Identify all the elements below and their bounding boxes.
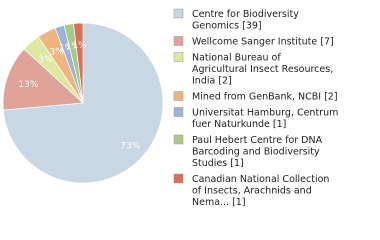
legend-swatch	[173, 8, 184, 19]
legend-line: National Bureau of	[192, 53, 281, 64]
legend-label: Mined from GenBank, NCBI [2]	[192, 92, 338, 103]
legend-line: Nema... [1]	[192, 197, 246, 208]
legend-line: Mined from GenBank, NCBI [2]	[192, 92, 338, 103]
slice-label: 3%	[50, 47, 65, 57]
legend-line: Agricultural Insect Resources,	[192, 64, 333, 75]
legend-line: Barcoding and Biodiversity	[192, 147, 320, 158]
slice-label: 3%	[38, 55, 53, 65]
slice-label: 73%	[120, 142, 140, 152]
legend-swatch	[173, 107, 184, 117]
pie-slice	[73, 22, 84, 104]
slice-label: 1%	[59, 43, 74, 53]
legend-swatch	[173, 173, 184, 184]
pie-slice	[2, 48, 84, 111]
legend-swatch	[173, 134, 184, 145]
legend-label: Wellcome Sanger Institute [7]	[192, 37, 334, 48]
legend-label: Canadian National Collection of Insects, …	[192, 174, 329, 208]
slice-label: 13%	[18, 80, 38, 90]
legend-swatch	[173, 91, 184, 101]
legend-line: Centre for Biodiversity	[192, 9, 299, 20]
slice-label: 1%	[66, 42, 81, 52]
legend-swatch	[173, 52, 184, 62]
legend-line: Wellcome Sanger Institute [7]	[192, 37, 334, 48]
legend-label: National Bureau of Agricultural Insect Re…	[192, 53, 333, 87]
legend-line: India [2]	[192, 76, 232, 87]
legend-line: Canadian National Collection	[192, 174, 329, 185]
legend-line: Universitat Hamburg, Centrum	[192, 108, 338, 119]
legend-label: Universitat Hamburg, Centrum fuer Naturku…	[192, 108, 338, 131]
legend-label: Paul Hebert Centre for DNA Barcoding and …	[192, 135, 323, 169]
legend-line: Genomics [39]	[192, 21, 262, 32]
legend-label: Centre for Biodiversity Genomics [39]	[192, 9, 299, 32]
legend-line: Studies [1]	[192, 158, 244, 169]
legend-swatch	[173, 36, 184, 46]
legend-line: of Insects, Arachnids and	[192, 186, 312, 197]
slice-label: 1%	[72, 41, 87, 51]
legend-line: Paul Hebert Centre for DNA	[192, 135, 323, 146]
legend-line: fuer Naturkunde [1]	[192, 119, 286, 130]
